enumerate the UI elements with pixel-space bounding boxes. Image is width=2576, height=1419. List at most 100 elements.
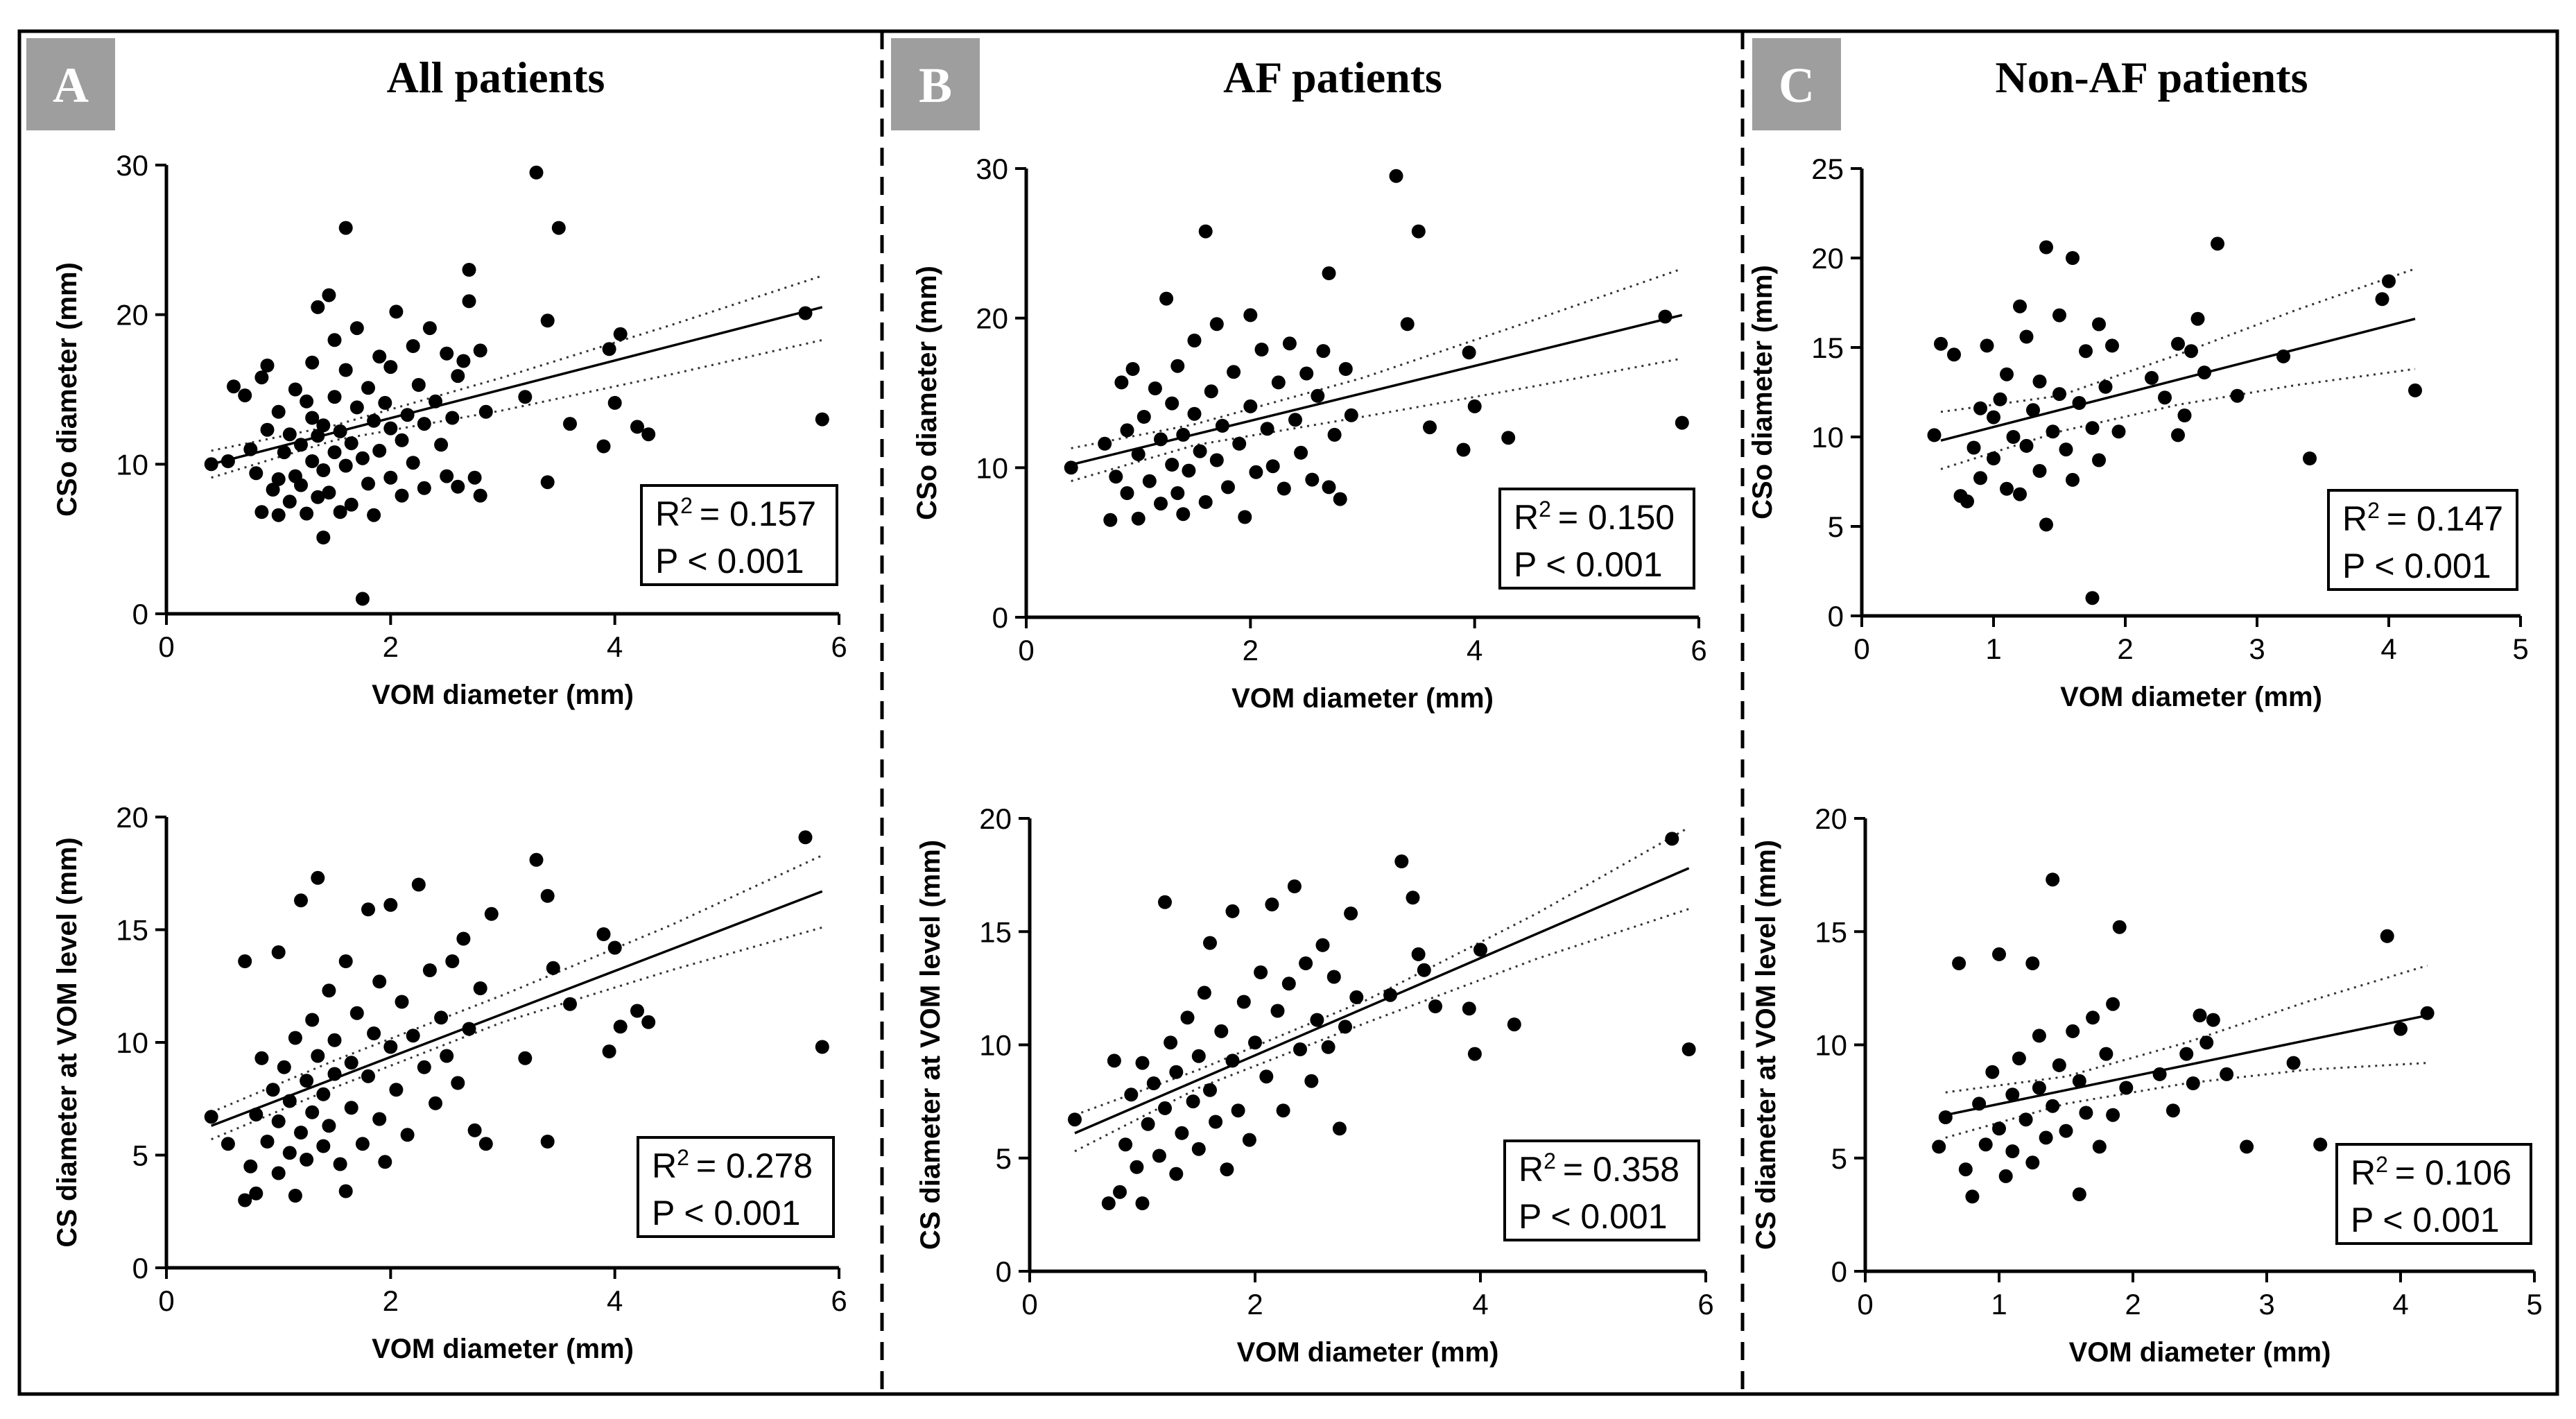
data-point <box>602 1044 616 1058</box>
y-axis-label: CSo diameter (mm) <box>1747 265 1778 519</box>
r-squared-value: = 0.147 <box>2387 499 2503 538</box>
data-point <box>294 478 308 492</box>
data-point <box>305 1105 320 1119</box>
data-point <box>2079 344 2093 359</box>
y-tick-label: 0 <box>1828 600 1844 633</box>
data-point <box>546 961 560 975</box>
stats-box-border <box>640 484 838 586</box>
data-point <box>322 485 336 500</box>
data-point <box>1125 362 1140 376</box>
data-point <box>2092 1140 2107 1154</box>
data-point <box>406 339 420 353</box>
data-point <box>445 954 460 968</box>
data-point <box>372 1112 387 1126</box>
data-point <box>383 470 398 485</box>
data-point <box>1130 1160 1144 1174</box>
data-point <box>1238 510 1252 524</box>
data-point <box>2119 1081 2134 1095</box>
data-point <box>815 1040 829 1054</box>
data-point <box>1204 384 1218 399</box>
data-point <box>1158 1101 1172 1115</box>
data-point <box>2019 438 2034 453</box>
data-point <box>456 931 471 946</box>
data-point <box>1973 471 1987 485</box>
y-tick-label: 10 <box>979 1029 1012 1062</box>
r-squared-exponent: 2 <box>677 1145 689 1170</box>
data-point <box>2106 997 2120 1011</box>
data-point <box>1152 1149 1166 1163</box>
data-point <box>311 429 325 443</box>
data-point <box>1193 444 1207 458</box>
x-tick-label: 3 <box>2249 633 2265 665</box>
data-point <box>300 506 314 521</box>
data-point <box>641 427 656 442</box>
data-point <box>2052 308 2066 322</box>
data-point <box>1148 381 1162 395</box>
data-point <box>1176 507 1191 522</box>
data-point <box>1120 486 1134 500</box>
data-point <box>349 321 364 336</box>
data-point <box>1225 1054 1240 1068</box>
data-point <box>311 1049 325 1063</box>
r-squared-value: = 0.106 <box>2395 1153 2512 1192</box>
data-point <box>282 1146 297 1160</box>
data-point <box>400 1128 415 1142</box>
data-point <box>2145 370 2159 385</box>
data-point <box>1293 1042 1307 1056</box>
data-point <box>1260 422 1274 436</box>
data-point <box>2072 1074 2086 1088</box>
data-point <box>2025 956 2040 970</box>
data-point <box>1985 1065 2000 1079</box>
data-point <box>2066 251 2080 265</box>
data-point <box>1322 480 1336 495</box>
data-point <box>344 497 358 512</box>
data-point <box>1198 495 1213 509</box>
data-point <box>2171 336 2185 351</box>
data-point <box>607 940 622 955</box>
data-point <box>1141 1117 1155 1131</box>
x-tick-label: 0 <box>1021 1288 1037 1321</box>
y-tick-label: 5 <box>996 1142 1012 1175</box>
data-point <box>1215 418 1229 433</box>
data-point <box>2059 1124 2073 1138</box>
ci-lower-band <box>1074 908 1690 1153</box>
data-point <box>294 438 308 452</box>
data-point <box>238 954 252 968</box>
data-point <box>327 1033 342 1047</box>
data-point <box>1400 317 1415 332</box>
p-value-text: P < 0.001 <box>655 542 804 580</box>
data-point <box>271 945 286 959</box>
data-point <box>204 1110 218 1124</box>
x-tick-label: 4 <box>607 630 623 663</box>
data-point <box>372 974 387 989</box>
data-point <box>473 488 487 503</box>
data-point <box>2158 390 2172 405</box>
data-point <box>2179 1047 2194 1061</box>
data-point <box>440 469 454 483</box>
data-point <box>322 288 336 302</box>
data-point <box>1169 1065 1184 1079</box>
r-squared-value: = 0.358 <box>1563 1150 1679 1189</box>
data-point <box>1282 336 1297 351</box>
data-point <box>2099 1047 2113 1061</box>
x-tick-label: 0 <box>158 630 174 663</box>
x-axis-label: VOM diameter (mm) <box>1237 1337 1499 1368</box>
data-point <box>1993 392 2007 406</box>
data-point <box>1411 947 1426 961</box>
data-point <box>1934 336 1948 351</box>
y-tick-label: 0 <box>132 1252 148 1284</box>
data-point <box>630 1004 644 1018</box>
data-point <box>1113 1185 1127 1199</box>
data-point <box>1980 338 1994 353</box>
data-point <box>1154 497 1168 511</box>
data-point <box>238 388 252 403</box>
x-tick-label: 0 <box>1853 633 1869 665</box>
regression-line <box>1940 318 2416 442</box>
data-point <box>2052 387 2066 402</box>
r-squared-exponent: 2 <box>680 493 693 518</box>
r-squared-value: = 0.278 <box>696 1146 813 1185</box>
x-tick-label: 4 <box>607 1284 623 1317</box>
r-squared-text: R2 = 0.278 <box>652 1145 813 1185</box>
